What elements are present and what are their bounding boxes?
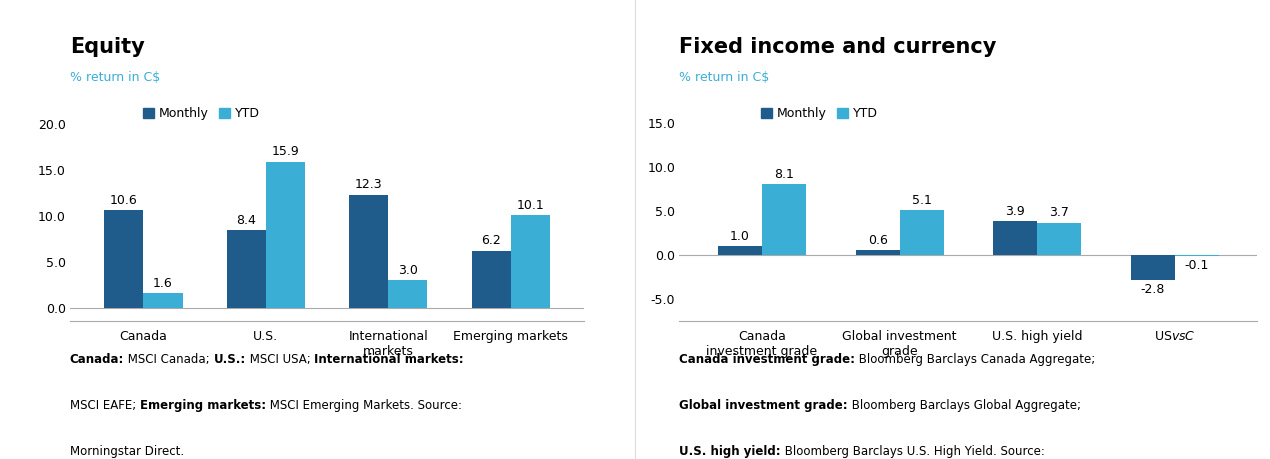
Bar (762, 184, 806, 255)
Bar (389, 280, 428, 308)
Bar (1130, 255, 1175, 280)
Bar (718, 246, 762, 255)
Bar (104, 210, 144, 308)
Text: U.S. high yield:: U.S. high yield: (679, 445, 781, 458)
Text: U.S.:: U.S.: (213, 353, 246, 366)
Text: -2.8: -2.8 (1140, 283, 1165, 296)
Text: 5.1: 5.1 (912, 194, 931, 207)
Text: 12.3: 12.3 (354, 178, 382, 191)
Text: 0.6: 0.6 (867, 234, 888, 246)
Text: 1.6: 1.6 (154, 276, 173, 290)
Bar (349, 195, 389, 308)
Text: Emerging markets:: Emerging markets: (140, 399, 265, 412)
Text: 6.2: 6.2 (481, 234, 500, 247)
Bar (265, 162, 305, 308)
Text: 10.1: 10.1 (517, 198, 544, 212)
Text: 1.0: 1.0 (730, 230, 749, 243)
Text: Global investment grade:: Global investment grade: (679, 399, 848, 412)
Bar (856, 250, 899, 255)
Legend: Monthly, YTD: Monthly, YTD (144, 107, 260, 120)
Text: 3.0: 3.0 (398, 263, 418, 277)
Text: 3.7: 3.7 (1049, 206, 1069, 219)
Text: International markets:: International markets: (315, 353, 464, 366)
Text: MSCI Canada;: MSCI Canada; (124, 353, 213, 366)
Text: 15.9: 15.9 (272, 145, 300, 158)
Bar (1175, 255, 1219, 256)
Bar (144, 293, 183, 308)
Legend: Monthly, YTD: Monthly, YTD (761, 107, 878, 120)
Text: % return in C$: % return in C$ (679, 71, 770, 84)
Text: Fixed income and currency: Fixed income and currency (679, 37, 997, 57)
Text: Bloomberg Barclays U.S. High Yield. Source:: Bloomberg Barclays U.S. High Yield. Sour… (781, 445, 1045, 458)
Text: 8.4: 8.4 (236, 214, 257, 227)
Text: MSCI EAFE;: MSCI EAFE; (70, 399, 140, 412)
Text: Bloomberg Barclays Global Aggregate;: Bloomberg Barclays Global Aggregate; (848, 399, 1081, 412)
Text: MSCI USA;: MSCI USA; (246, 353, 315, 366)
Text: Morningstar Direct.: Morningstar Direct. (70, 445, 184, 458)
Bar (511, 215, 550, 308)
Text: 10.6: 10.6 (110, 194, 137, 207)
Text: 3.9: 3.9 (1006, 205, 1025, 218)
Text: -0.1: -0.1 (1185, 259, 1209, 272)
Text: Canada investment grade:: Canada investment grade: (679, 353, 856, 366)
Bar (1038, 223, 1081, 255)
Text: Equity: Equity (70, 37, 145, 57)
Bar (226, 230, 265, 308)
Text: MSCI Emerging Markets. Source:: MSCI Emerging Markets. Source: (265, 399, 462, 412)
Text: Canada:: Canada: (70, 353, 124, 366)
Text: 8.1: 8.1 (775, 168, 794, 180)
Text: % return in C$: % return in C$ (70, 71, 160, 84)
Bar (471, 251, 511, 308)
Bar (899, 210, 944, 255)
Bar (993, 221, 1038, 255)
Text: Bloomberg Barclays Canada Aggregate;: Bloomberg Barclays Canada Aggregate; (856, 353, 1096, 366)
